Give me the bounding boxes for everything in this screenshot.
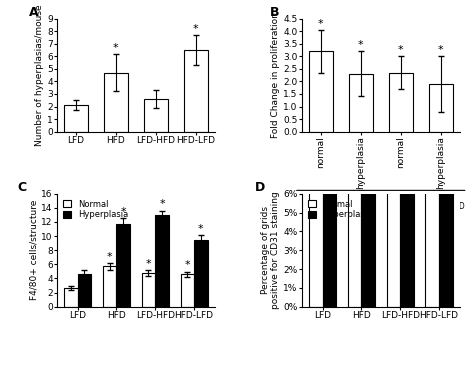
Legend: Normal, Hyperplasia: Normal, Hyperplasia bbox=[306, 198, 374, 221]
Bar bbox=[142, 273, 155, 307]
Bar bbox=[194, 240, 208, 307]
Text: *: * bbox=[398, 45, 403, 55]
Text: *: * bbox=[438, 45, 444, 55]
Bar bbox=[144, 99, 168, 132]
Bar bbox=[64, 288, 78, 307]
Text: *: * bbox=[193, 24, 199, 34]
Bar bbox=[309, 0, 322, 307]
Text: *: * bbox=[358, 40, 364, 50]
Bar bbox=[428, 84, 453, 132]
Bar bbox=[389, 73, 413, 132]
Bar bbox=[439, 0, 453, 307]
Bar bbox=[400, 0, 414, 307]
Bar bbox=[387, 0, 400, 307]
Y-axis label: F4/80+ cells/structure: F4/80+ cells/structure bbox=[29, 200, 38, 300]
Text: HFD vs LFD: HFD vs LFD bbox=[317, 202, 365, 211]
Bar bbox=[104, 73, 128, 132]
Bar bbox=[155, 215, 169, 307]
Bar bbox=[64, 105, 88, 132]
Bar bbox=[103, 266, 117, 307]
Text: *: * bbox=[198, 224, 204, 234]
Legend: Normal, Hyperplasia: Normal, Hyperplasia bbox=[61, 198, 129, 221]
Text: *: * bbox=[159, 199, 165, 209]
Y-axis label: Percentage of grids
positive for CD31 staining: Percentage of grids positive for CD31 st… bbox=[261, 191, 281, 309]
Y-axis label: Number of hyperplasias/mouse: Number of hyperplasias/mouse bbox=[35, 4, 44, 146]
Bar bbox=[78, 273, 91, 307]
Text: HFD-LFD vs LFD-HFD: HFD-LFD vs LFD-HFD bbox=[385, 202, 465, 211]
Bar bbox=[348, 0, 361, 307]
Bar bbox=[309, 51, 333, 132]
Bar bbox=[322, 0, 336, 307]
Text: *: * bbox=[113, 43, 119, 53]
Text: *: * bbox=[184, 260, 190, 270]
Text: B: B bbox=[270, 6, 280, 19]
Text: A: A bbox=[28, 6, 38, 19]
Bar bbox=[361, 0, 375, 307]
Y-axis label: Fold Change in proliferation: Fold Change in proliferation bbox=[272, 12, 281, 138]
Text: *: * bbox=[107, 251, 112, 261]
Text: *: * bbox=[146, 258, 151, 269]
Bar bbox=[349, 74, 373, 132]
Text: *: * bbox=[120, 207, 126, 217]
Bar bbox=[426, 0, 439, 307]
Bar bbox=[184, 50, 208, 132]
Text: D: D bbox=[255, 181, 264, 194]
Bar bbox=[181, 274, 194, 307]
Bar bbox=[117, 224, 130, 307]
Text: C: C bbox=[18, 181, 27, 194]
Text: *: * bbox=[318, 19, 324, 29]
